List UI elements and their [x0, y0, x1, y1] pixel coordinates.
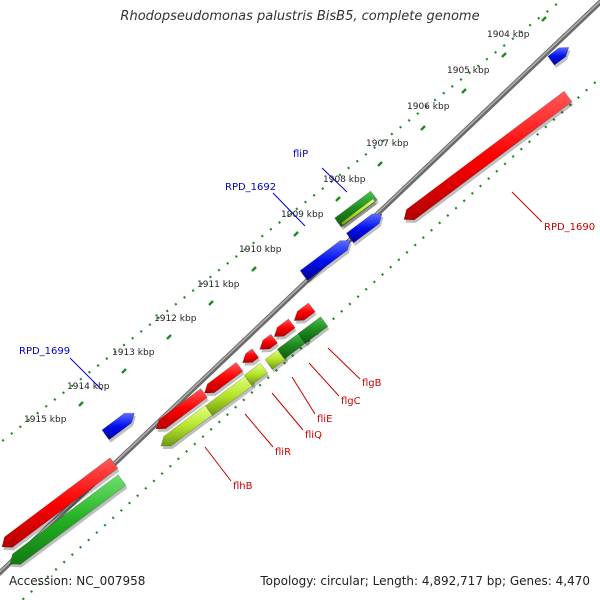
outer-tick-mark — [541, 16, 547, 22]
tick-label: 1910 kbp — [239, 245, 282, 255]
gene-flgb-body — [297, 316, 329, 344]
outer-scale-track — [0, 0, 564, 445]
gene-red-6-body — [293, 302, 316, 321]
tick-label: 1905 kbp — [447, 66, 490, 76]
leader-line-flhb — [204, 446, 232, 482]
leader-line-flip — [321, 167, 348, 193]
genome-summary-text: Topology: circular; Length: 4,892,717 bp… — [260, 574, 590, 588]
gene-red-2[interactable] — [203, 361, 245, 397]
outer-tick-mark — [166, 334, 172, 340]
tick-label: 1907 kbp — [366, 139, 409, 149]
gene-rpd-1692-a-body — [299, 240, 351, 281]
outer-tick-mark — [335, 196, 341, 202]
tick-labels: 1904 kbp 1905 kbp 1906 kbp 1907 kbp 1908 kbp… — [24, 16, 547, 425]
leader-line-fliq — [271, 392, 304, 431]
gene-label-flip[interactable]: fliP — [293, 149, 308, 160]
gene-rpd-1692-a[interactable] — [299, 240, 352, 284]
gene-red-4-body — [259, 333, 278, 350]
outer-tick-mark — [78, 401, 84, 407]
tick-label: 1909 kbp — [281, 210, 324, 220]
leader-line-flgc — [308, 362, 340, 397]
gene-label-flgb[interactable]: flgB — [362, 378, 382, 389]
gene-red-6[interactable] — [293, 302, 317, 324]
gene-red-5[interactable] — [273, 318, 297, 340]
accession-text: Accession: NC_007958 — [9, 574, 146, 588]
tick-label: 1911 kbp — [197, 280, 240, 290]
gene-flip-stripe-shadow — [342, 201, 377, 229]
gene-rpd-1692-b-body — [345, 213, 383, 244]
tick-label: 1913 kbp — [112, 348, 155, 358]
gene-label-flie[interactable]: fliE — [317, 414, 332, 425]
gene-flgb[interactable] — [297, 316, 330, 347]
gene-rpd-1692-b[interactable] — [345, 213, 384, 246]
gene-rpd-1699[interactable] — [101, 412, 136, 443]
gene-blue-top-body — [547, 47, 570, 66]
gene-red-5-body — [273, 318, 296, 337]
gene-blue-top[interactable] — [547, 47, 571, 68]
gene-green-bottom[interactable] — [9, 474, 128, 568]
gene-red-4[interactable] — [259, 333, 279, 353]
tick-label: 1912 kbp — [154, 314, 197, 324]
gene-label-fliq[interactable]: fliQ — [305, 430, 322, 441]
gene-flip-body — [334, 190, 378, 228]
gene-red-bottom-body — [1, 457, 119, 548]
gene-red-1[interactable] — [155, 388, 209, 432]
gene-features — [1, 47, 574, 568]
gene-label-rpd_1699[interactable]: RPD_1699 — [19, 346, 70, 357]
gene-rpd-1699-body — [101, 412, 135, 441]
gene-flip-stripe[interactable] — [340, 198, 377, 229]
gene-label-rpd_1690[interactable]: RPD_1690 — [544, 222, 595, 233]
gene-label-flir[interactable]: fliR — [275, 447, 291, 458]
leader-line-flgb — [327, 347, 361, 380]
gene-fliq-body — [243, 362, 269, 386]
outer-tick-mark — [377, 161, 383, 167]
gene-rpd-1690-body — [403, 90, 573, 221]
genome-title: Rhodopseudomonas palustris BisB5, comple… — [120, 9, 480, 24]
leader-line-rpd_1692 — [272, 192, 306, 227]
gene-red-1-body — [155, 388, 208, 430]
gene-red-2-body — [203, 361, 244, 394]
gene-red-3-body — [242, 348, 260, 364]
outer-tick-mark — [208, 300, 214, 306]
tick-label: 1906 kbp — [407, 102, 450, 112]
leader-line-rpd_1699 — [69, 357, 103, 391]
tick-label: 1908 kbp — [323, 175, 366, 185]
gene-label-flgc[interactable]: flgC — [341, 396, 361, 407]
outer-tick-mark — [121, 368, 127, 374]
tick-label: 1915 kbp — [24, 415, 67, 425]
gene-red-3[interactable] — [242, 348, 261, 366]
leader-line-rpd_1690 — [511, 191, 543, 223]
leader-line-flie — [291, 376, 316, 415]
gene-rpd-1690[interactable] — [403, 90, 574, 223]
gene-fliq[interactable] — [243, 362, 270, 388]
gene-label-rpd_1692[interactable]: RPD_1692 — [225, 182, 276, 193]
outer-tick-mark — [251, 266, 257, 272]
leader-line-flir — [244, 413, 274, 448]
gene-label-flhb[interactable]: flhB — [233, 481, 253, 492]
outer-tick-mark — [461, 88, 467, 94]
outer-tick-mark — [501, 52, 507, 58]
outer-tick-mark — [293, 231, 299, 237]
tick-label: 1914 kbp — [67, 382, 110, 392]
outer-tick-mark — [420, 125, 426, 131]
gene-flip-stripe-body — [340, 198, 376, 226]
gene-red-bottom[interactable] — [1, 457, 120, 551]
gene-green-bottom-body — [9, 474, 127, 565]
tick-label: 1904 kbp — [487, 30, 530, 40]
